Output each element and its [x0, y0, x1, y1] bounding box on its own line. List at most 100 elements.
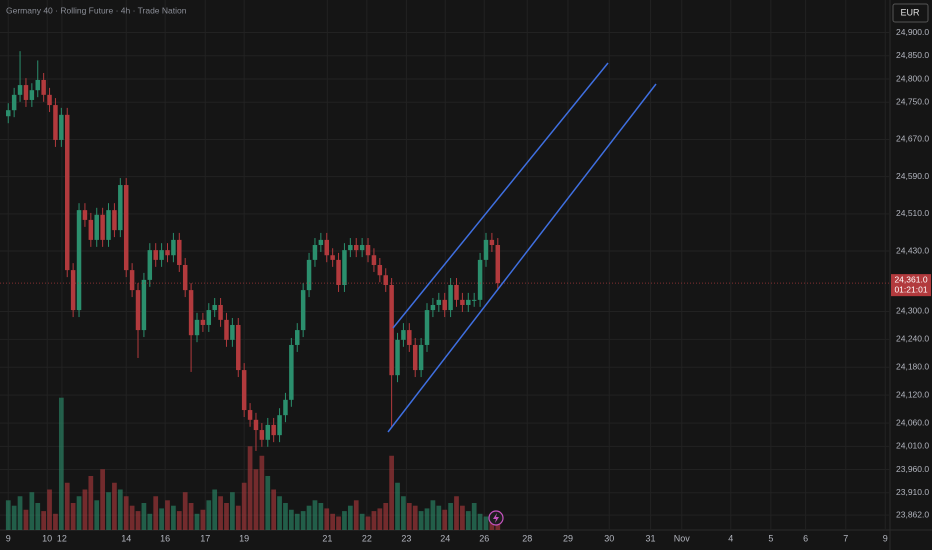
volume-bar [17, 496, 23, 530]
y-tick-label: 24,120.0 [896, 389, 929, 399]
candle-body [383, 275, 388, 285]
candle-body [336, 259, 341, 285]
candle-body [76, 210, 82, 311]
volume-bar [165, 500, 170, 530]
volume-bar [401, 496, 406, 530]
x-tick-label: 24 [440, 533, 450, 543]
x-tick-label: 29 [563, 533, 573, 543]
candle-body [129, 270, 135, 291]
candle-body [348, 245, 353, 251]
volume-bar [383, 503, 389, 530]
last-price-badge [891, 274, 931, 297]
volume-bar [241, 482, 247, 530]
countdown-label: 01:21:01 [894, 284, 927, 294]
y-tick-label: 24,060.0 [896, 417, 929, 427]
x-tick-label: 22 [362, 533, 372, 543]
volume-bar [347, 505, 353, 530]
candle-body [53, 105, 58, 140]
candle-body [224, 319, 229, 340]
volume-bar [489, 519, 495, 530]
x-tick-label: 17 [200, 533, 210, 543]
candle-body [324, 239, 329, 256]
volume-bar [176, 511, 182, 530]
candle-body [11, 94, 17, 111]
y-tick-label: 24,430.0 [896, 245, 929, 255]
volume-bar [230, 492, 235, 530]
candle-body [70, 270, 76, 311]
candle-body [153, 250, 158, 260]
x-tick-label: 14 [121, 533, 131, 543]
volume-bar [147, 513, 153, 530]
candle-body [253, 419, 259, 431]
volume-bar [253, 469, 259, 530]
volume-bar [412, 505, 418, 530]
volume-bar [235, 505, 241, 530]
candle-body [342, 250, 347, 285]
candle-body [64, 114, 70, 271]
volume-bar [58, 397, 64, 530]
candle-body [377, 265, 383, 276]
volume-bar [212, 489, 218, 530]
candle-body [17, 85, 23, 95]
volume-bar [64, 482, 70, 530]
volume-bar [277, 496, 282, 530]
volume-bar [247, 446, 253, 530]
channel-upper [392, 62, 609, 329]
y-tick-label: 24,240.0 [896, 334, 929, 344]
volume-bar [312, 500, 318, 530]
candle-body [241, 370, 247, 411]
volume-bar [330, 513, 336, 530]
volume-bar [395, 482, 400, 530]
currency-button[interactable] [892, 3, 929, 23]
candle-body [277, 415, 282, 436]
volume-bar [112, 482, 117, 530]
candle-body [147, 250, 153, 280]
y-tick-label: 23,862.0 [896, 509, 929, 519]
volume-bar [153, 496, 159, 530]
candle-body [448, 284, 453, 311]
volume-bar [454, 496, 459, 530]
candle-body [59, 114, 64, 140]
candle-body [477, 259, 483, 300]
volume-bar [477, 513, 483, 530]
candle-body [401, 330, 406, 340]
candle-body [330, 255, 335, 260]
chart-title: Germany 40 · Rolling Future · 4h · Trade… [6, 5, 187, 15]
volume-bar [377, 508, 383, 530]
volume-bar [11, 505, 17, 530]
x-tick-label: 26 [479, 533, 489, 543]
candle-body [265, 424, 271, 440]
y-tick-label: 24,750.0 [896, 97, 929, 107]
volume-bar [188, 503, 194, 530]
x-tick-label: 10 [42, 533, 52, 543]
candle-body [407, 330, 412, 345]
candle-body [82, 210, 88, 220]
volume-bar [460, 505, 465, 530]
candle-body [436, 299, 442, 305]
volume-bar [436, 505, 442, 530]
x-tick-label: 23 [401, 533, 411, 543]
x-tick-label: 6 [803, 533, 808, 543]
volume-bar [5, 500, 11, 530]
volume-bar [171, 505, 176, 530]
volume-bar [100, 469, 105, 530]
volume-bar [159, 508, 164, 530]
volume-bar [424, 508, 430, 530]
candle-body [100, 214, 105, 240]
volume-bar [483, 516, 489, 530]
x-tick-label: 5 [768, 533, 773, 543]
channel-lower [387, 83, 657, 433]
candle-body [442, 299, 447, 311]
candle-body [365, 245, 371, 256]
candle-body [430, 304, 436, 311]
candle-body [259, 430, 265, 440]
volume-bar [306, 505, 312, 530]
candle-body [318, 239, 324, 246]
volume-bar [88, 476, 94, 530]
candle-body [271, 424, 276, 436]
y-tick-label: 24,510.0 [896, 208, 929, 218]
candle-body [200, 319, 206, 325]
candle-body [94, 214, 99, 240]
